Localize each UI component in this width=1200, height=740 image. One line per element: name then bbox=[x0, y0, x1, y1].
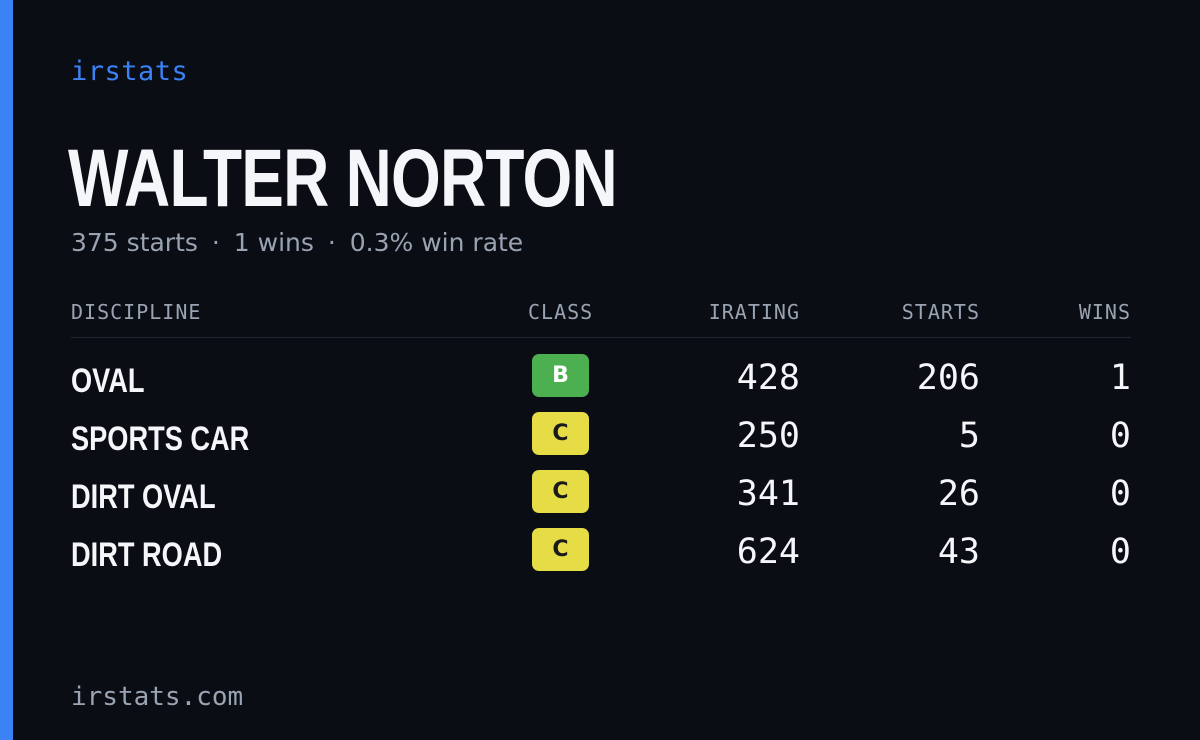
table-row: SPORTS CAR C 250 5 0 bbox=[71, 412, 1131, 470]
table-row: OVAL B 428 206 1 bbox=[71, 354, 1131, 412]
class-badge: C bbox=[532, 528, 589, 571]
header-class: CLASS bbox=[528, 300, 594, 324]
table-header: DISCIPLINE CLASS IRATING STARTS WINS bbox=[71, 300, 1131, 338]
stats-table: OVAL B 428 206 1 SPORTS CAR C 250 5 0 DI… bbox=[71, 354, 1131, 586]
class-badge: C bbox=[532, 412, 589, 455]
brand-logo: irstats bbox=[71, 56, 189, 87]
irating-value: 341 bbox=[736, 474, 800, 514]
irating-value: 250 bbox=[736, 416, 800, 456]
class-badge: B bbox=[532, 354, 589, 397]
starts-value: 206 bbox=[916, 358, 980, 398]
table-row: DIRT OVAL C 341 26 0 bbox=[71, 470, 1131, 528]
player-summary: 375 starts · 1 wins · 0.3% win rate bbox=[71, 228, 523, 257]
irating-value: 624 bbox=[736, 532, 800, 572]
wins-value: 0 bbox=[1109, 416, 1131, 456]
discipline-name: DIRT ROAD bbox=[71, 536, 223, 574]
starts-value: 43 bbox=[937, 532, 980, 572]
separator: · bbox=[327, 228, 336, 257]
footer-url: irstats.com bbox=[71, 682, 244, 712]
wins-value: 0 bbox=[1109, 532, 1131, 572]
header-discipline: DISCIPLINE bbox=[71, 300, 202, 324]
table-row: DIRT ROAD C 624 43 0 bbox=[71, 528, 1131, 586]
class-badge: C bbox=[532, 470, 589, 513]
wins-value: 0 bbox=[1109, 474, 1131, 514]
discipline-name: OVAL bbox=[71, 362, 145, 400]
header-wins: WINS bbox=[1078, 300, 1131, 324]
separator: · bbox=[211, 228, 220, 257]
discipline-name: SPORTS CAR bbox=[71, 420, 250, 458]
wins-count: 1 wins bbox=[233, 228, 314, 257]
irating-value: 428 bbox=[736, 358, 800, 398]
starts-value: 5 bbox=[958, 416, 980, 456]
wins-value: 1 bbox=[1109, 358, 1131, 398]
starts-value: 26 bbox=[937, 474, 980, 514]
starts-count: 375 starts bbox=[71, 228, 198, 257]
discipline-name: DIRT OVAL bbox=[71, 478, 216, 516]
header-starts: STARTS bbox=[901, 300, 980, 324]
accent-bar bbox=[0, 0, 13, 740]
player-name: WALTER NORTON bbox=[68, 133, 618, 224]
win-rate: 0.3% win rate bbox=[349, 228, 524, 257]
header-irating: IRATING bbox=[708, 300, 800, 324]
